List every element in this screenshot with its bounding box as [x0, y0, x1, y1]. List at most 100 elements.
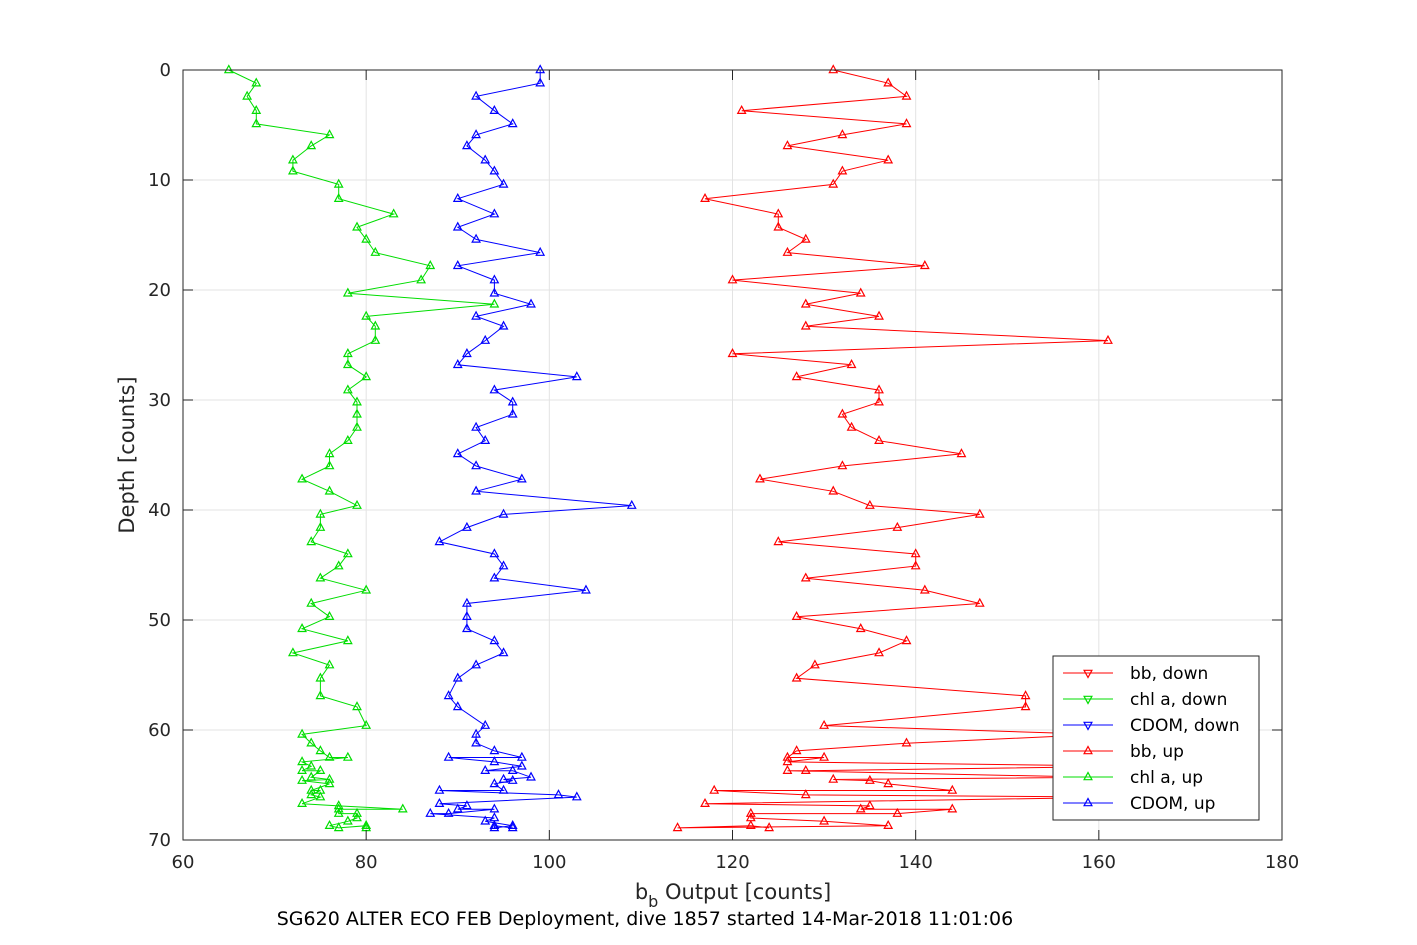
data-point	[800, 789, 811, 799]
data-point	[535, 77, 546, 87]
data-point	[342, 751, 353, 761]
data-point	[352, 807, 362, 817]
x-tick-label: 140	[898, 852, 932, 873]
data-point	[1020, 701, 1031, 711]
data-point	[947, 803, 958, 813]
data-point	[324, 773, 335, 783]
data-point	[773, 221, 784, 231]
data-point	[297, 473, 307, 483]
x-tick-label: 60	[172, 852, 195, 873]
data-point	[709, 784, 720, 794]
data-point	[306, 536, 317, 546]
data-point	[516, 473, 527, 483]
legend-marker	[1083, 695, 1093, 705]
data-point	[516, 760, 527, 770]
data-point	[443, 690, 454, 700]
data-point	[223, 64, 234, 74]
data-point	[315, 745, 326, 755]
data-point	[883, 154, 894, 164]
data-point	[471, 728, 481, 738]
data-point	[452, 192, 463, 202]
data-point	[498, 773, 509, 783]
data-point	[571, 371, 582, 381]
data-point	[837, 129, 848, 139]
data-point	[782, 764, 793, 775]
data-point	[837, 460, 848, 470]
data-point	[800, 233, 811, 243]
legend-entry: CDOM, up	[1130, 794, 1215, 814]
legend-entry: chl a, down	[1130, 690, 1227, 710]
data-point	[782, 751, 793, 761]
data-point	[700, 192, 710, 202]
data-point	[498, 508, 509, 518]
data-point	[498, 320, 509, 330]
data-point	[489, 778, 500, 788]
data-point	[498, 178, 509, 188]
data-point	[315, 690, 326, 700]
caption: SG620 ALTER ECO FEB Deployment, dive 185…	[277, 908, 1013, 930]
data-point	[727, 348, 738, 358]
series-cdom-up	[425, 64, 637, 832]
data-point	[471, 659, 481, 669]
data-point	[333, 178, 344, 188]
data-point	[251, 104, 262, 115]
data-point	[828, 64, 839, 74]
data-point	[434, 784, 445, 794]
x-tick-label: 180	[1265, 852, 1299, 873]
series-line	[677, 69, 1136, 829]
legend-entry: bb, down	[1130, 664, 1208, 684]
data-point	[507, 396, 518, 406]
data-point	[855, 287, 866, 297]
series-layer	[223, 64, 1141, 832]
x-axis-label-rest: Output [counts]	[658, 880, 831, 904]
data-point	[306, 789, 317, 799]
data-point	[553, 789, 564, 799]
data-point	[874, 396, 884, 406]
data-point	[782, 140, 793, 150]
data-point	[306, 784, 317, 794]
y-tick-label: 60	[148, 720, 171, 741]
data-point	[910, 560, 921, 570]
data-point	[892, 807, 903, 817]
data-point	[370, 246, 381, 256]
data-point	[352, 701, 362, 711]
data-point	[315, 508, 326, 518]
data-point	[352, 421, 362, 431]
legend: bb, down chl a, down CDOM, down bb, up chl a…	[1052, 655, 1260, 821]
data-point	[883, 819, 894, 830]
data-point	[452, 260, 463, 270]
data-point	[461, 521, 472, 531]
legend-entry: CDOM, down	[1130, 716, 1240, 736]
data-point	[434, 536, 445, 546]
data-point	[507, 819, 518, 830]
x-tick-label: 120	[715, 852, 749, 873]
x-axis-label-subscript: b	[648, 892, 658, 911]
data-point	[846, 421, 857, 431]
data-point	[507, 118, 518, 128]
data-point	[489, 548, 500, 558]
data-point	[333, 822, 344, 832]
series-bb-up	[672, 64, 1141, 832]
data-point	[324, 659, 335, 669]
data-point	[425, 260, 436, 270]
data-point	[461, 348, 472, 358]
data-point	[297, 797, 307, 808]
data-point	[297, 728, 307, 738]
data-point	[324, 485, 335, 495]
legend-marker	[1083, 721, 1093, 731]
data-point	[489, 822, 500, 832]
legend-entry: chl a, up	[1130, 768, 1203, 788]
legend-entry: bb, up	[1130, 742, 1184, 762]
data-point	[342, 359, 353, 369]
data-point	[361, 310, 372, 320]
data-point	[480, 764, 491, 775]
y-tick-label: 0	[160, 60, 171, 81]
data-point	[919, 584, 930, 594]
data-point	[461, 800, 472, 810]
x-tick-label: 80	[355, 852, 378, 873]
data-point	[535, 64, 546, 74]
data-point	[883, 778, 894, 788]
data-point	[855, 623, 866, 633]
